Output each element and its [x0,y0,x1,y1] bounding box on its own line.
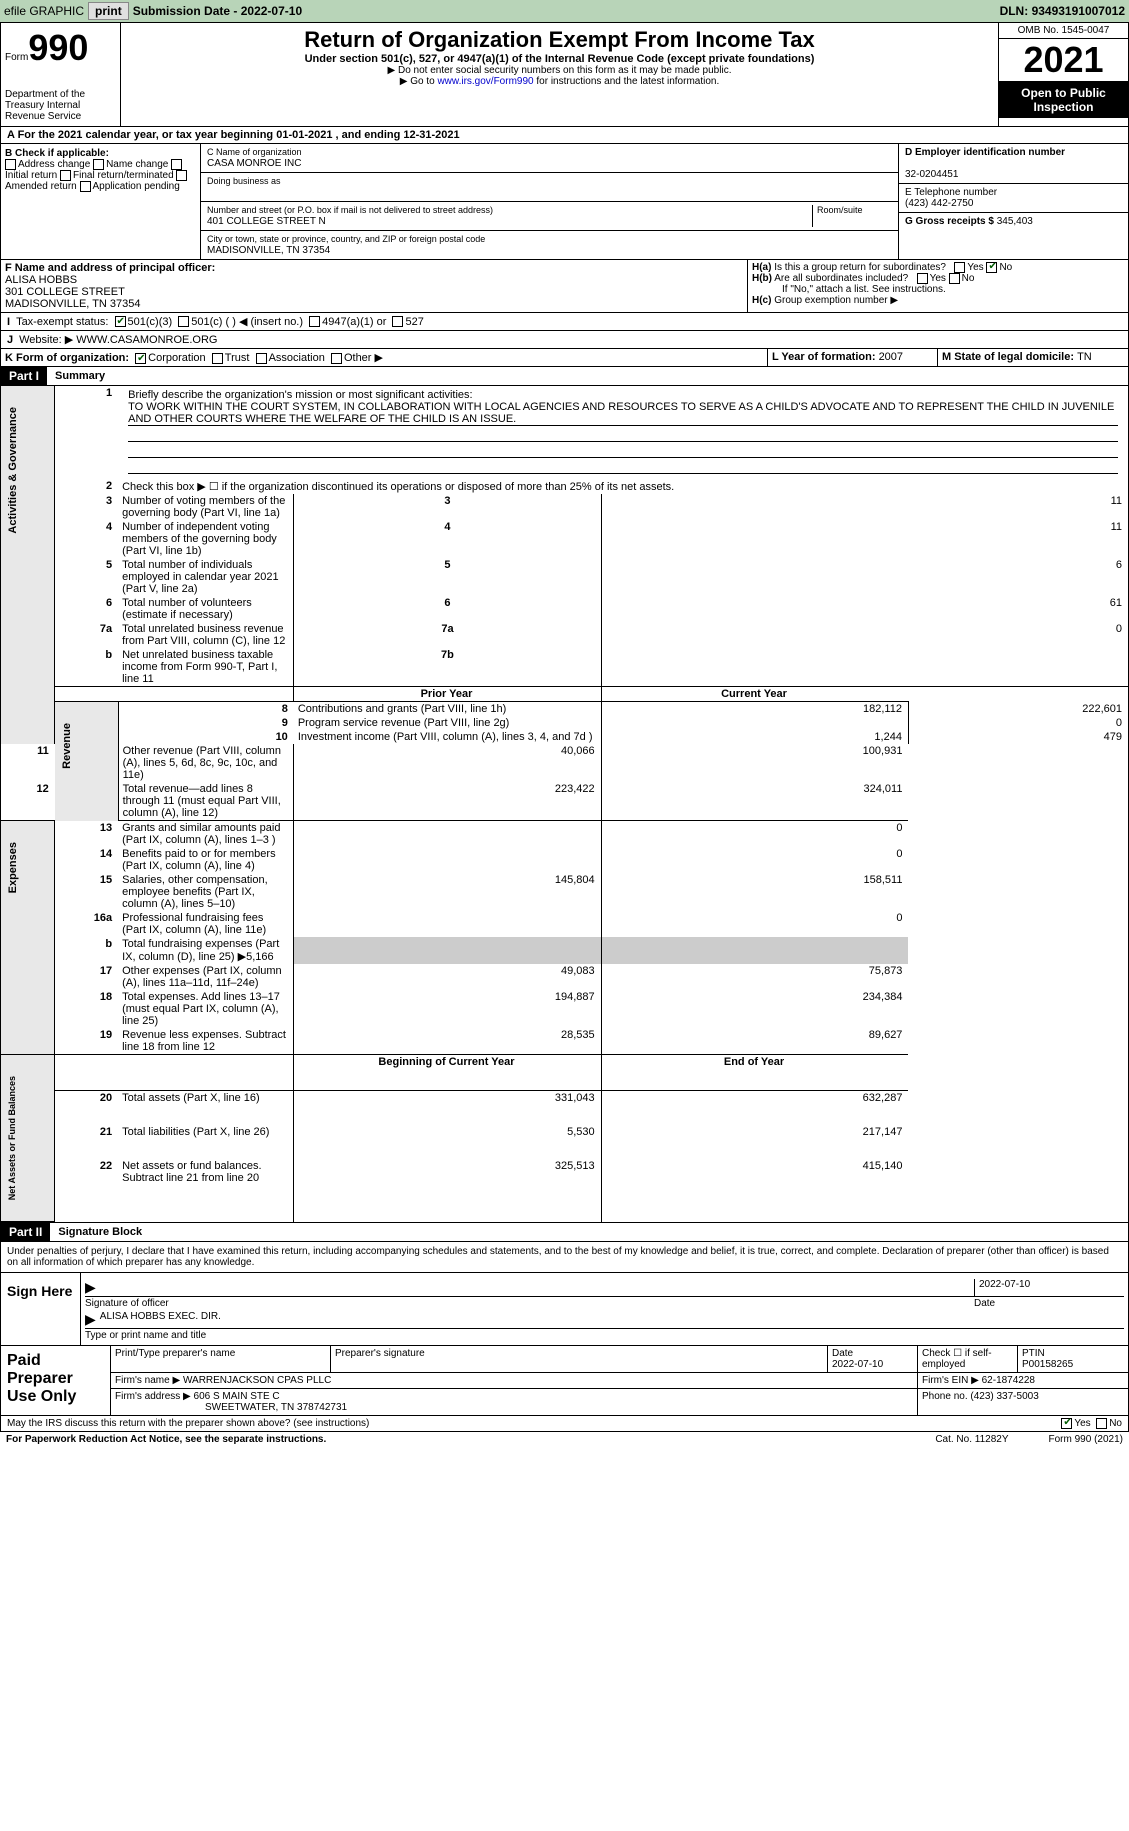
form-ref: Form 990 (2021) [1049,1434,1123,1445]
efile-label: efile GRAPHIC [4,4,84,18]
sig-declaration: Under penalties of perjury, I declare th… [0,1242,1129,1273]
period-row: A For the 2021 calendar year, or tax yea… [0,127,1129,144]
irs-link[interactable]: www.irs.gov/Form990 [437,76,533,87]
block-fh: F Name and address of principal officer:… [0,260,1129,313]
print-button[interactable]: print [88,2,129,20]
block-i: ITax-exempt status: 501(c)(3) 501(c) ( )… [0,313,1129,331]
discuss-row: May the IRS discuss this return with the… [0,1416,1129,1432]
dln: DLN: 93493191007012 [1000,4,1125,18]
form-title: Return of Organization Exempt From Incom… [125,27,994,53]
block-c: C Name of organizationCASA MONROE INC Do… [201,144,898,259]
topbar: efile GRAPHIC print Submission Date - 20… [0,0,1129,22]
form-title-box: Return of Organization Exempt From Incom… [121,23,998,126]
block-klm: K Form of organization: Corporation Trus… [0,349,1129,367]
entity-block: B Check if applicable: Address change Na… [0,144,1129,260]
block-b: B Check if applicable: Address change Na… [1,144,201,259]
block-j: JWebsite: ▶ WWW.CASAMONROE.ORG [0,331,1129,349]
summary-table: Activities & Governance 1 Briefly descri… [0,386,1129,1223]
part1-header: Part I Summary [0,367,1129,386]
submission-date: Submission Date - 2022-07-10 [133,4,302,18]
sign-here: Sign Here ▶2022-07-10 Signature of offic… [0,1273,1129,1346]
paid-preparer: Paid Preparer Use Only Print/Type prepar… [0,1346,1129,1416]
form-number-box: Form990 Department of the Treasury Inter… [1,23,121,126]
block-deg: D Employer identification number32-02044… [898,144,1128,259]
part2-header: Part II Signature Block [0,1223,1129,1242]
year-box: OMB No. 1545-0047 2021 Open to Public In… [998,23,1128,126]
footer: For Paperwork Reduction Act Notice, see … [0,1432,1129,1447]
form-header: Form990 Department of the Treasury Inter… [0,22,1129,127]
